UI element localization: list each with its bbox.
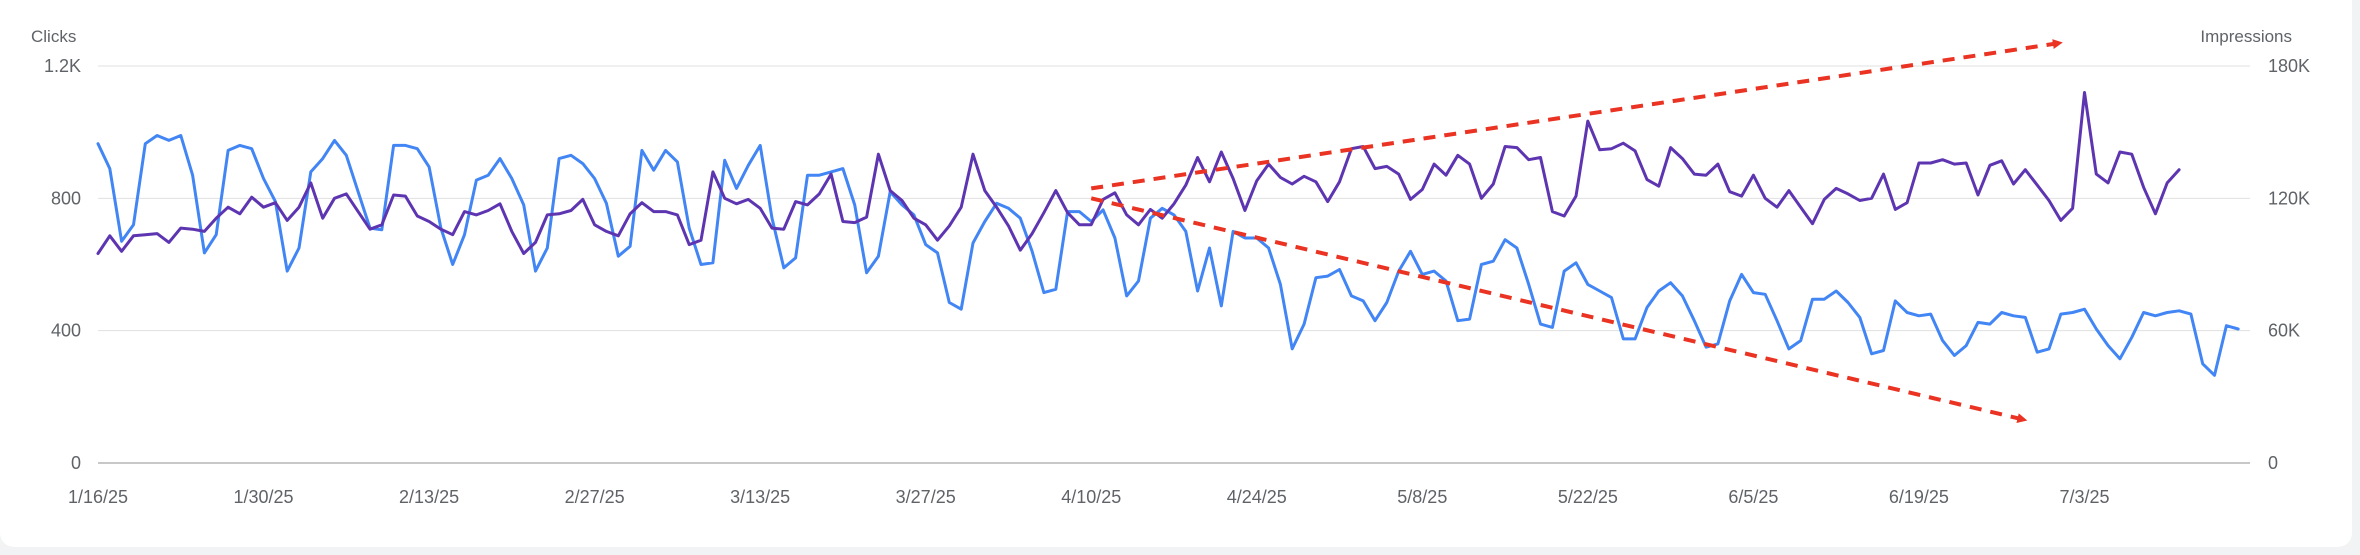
x-tick-label: 5/22/25 (1558, 487, 1618, 507)
x-tick-label: 3/27/25 (896, 487, 956, 507)
y-left-tick-label: 1.2K (44, 56, 81, 76)
y-right-tick-label: 180K (2268, 56, 2310, 76)
x-tick-label: 6/5/25 (1728, 487, 1778, 507)
y-right-axis-title: Impressions (2200, 27, 2292, 46)
x-tick-label: 5/8/25 (1397, 487, 1447, 507)
y-left-axis-title: Clicks (31, 27, 76, 46)
x-tick-label: 2/27/25 (565, 487, 625, 507)
x-tick-label: 7/3/25 (2059, 487, 2109, 507)
x-tick-label: 6/19/25 (1889, 487, 1949, 507)
y-left-tick-label: 0 (71, 453, 81, 473)
x-tick-label: 2/13/25 (399, 487, 459, 507)
y-right-tick-label: 60K (2268, 321, 2300, 341)
downward-trend-arrow (1090, 196, 2028, 424)
y-left-tick-label: 800 (51, 188, 81, 208)
x-tick-label: 4/24/25 (1227, 487, 1287, 507)
y-left-tick-label: 400 (51, 321, 81, 341)
x-tick-label: 4/10/25 (1061, 487, 1121, 507)
x-tick-label: 3/13/25 (730, 487, 790, 507)
x-tick-label: 1/30/25 (234, 487, 294, 507)
upward-trend-arrow (1090, 39, 2063, 191)
impressions-series-line (96, 91, 2181, 255)
x-tick-label: 1/16/25 (68, 487, 128, 507)
y-right-tick-label: 120K (2268, 188, 2310, 208)
y-right-tick-label: 0 (2268, 453, 2278, 473)
